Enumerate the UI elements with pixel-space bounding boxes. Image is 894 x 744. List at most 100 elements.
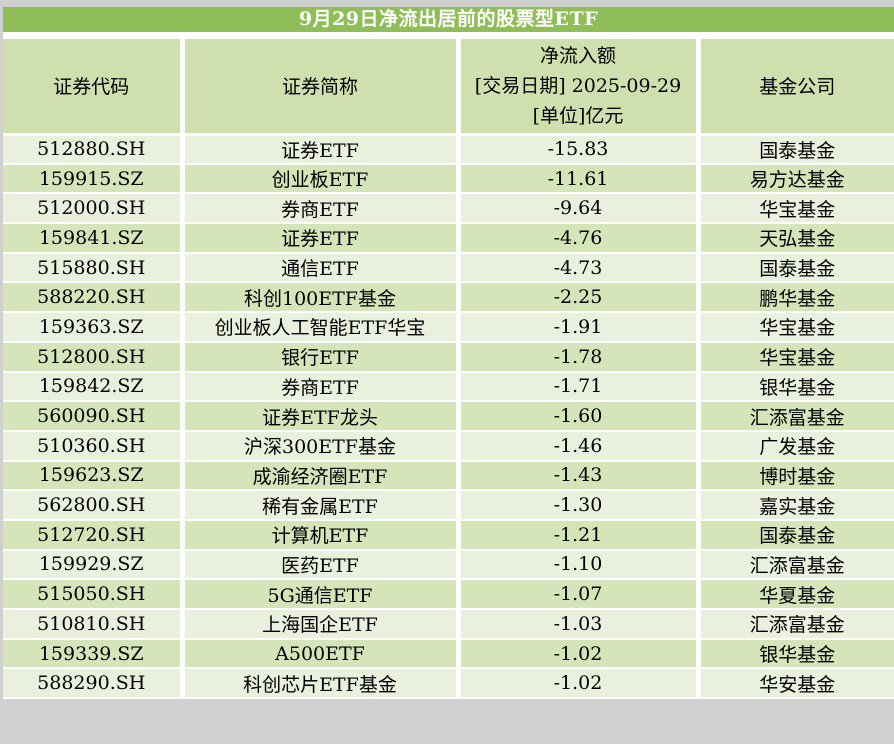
header-net-flow-line3: [单位]亿元 <box>532 104 624 127</box>
cell-security-name: 计算机ETF <box>182 519 461 551</box>
table-body: 512880.SH 证券ETF -15.83 国泰基金 159915.SZ 创业… <box>3 134 894 700</box>
header-security-name: 证券简称 <box>182 39 461 136</box>
header-net-flow-line1: 净流入额 <box>539 44 616 67</box>
table-row: 588290.SH 科创芯片ETF基金 -1.02 华安基金 <box>3 668 894 700</box>
cell-net-flow: -1.02 <box>458 638 701 670</box>
cell-net-flow: -1.07 <box>458 579 701 610</box>
cell-security-code: 159339.SZ <box>3 638 185 670</box>
cell-security-name: 银行ETF <box>182 341 461 373</box>
cell-security-name: 创业板人工智能ETF华宝 <box>182 312 461 343</box>
cell-fund-company: 博时基金 <box>698 460 894 492</box>
cell-net-flow: -1.02 <box>458 668 701 700</box>
cell-security-name: 创业板ETF <box>182 163 461 195</box>
cell-security-name: 上海国企ETF <box>182 609 461 640</box>
table-row: 562800.SH 稀有金属ETF -1.30 嘉实基金 <box>3 490 894 521</box>
cell-security-code: 588220.SH <box>3 282 185 314</box>
cell-fund-company: 银华基金 <box>698 638 894 670</box>
table-row: 159842.SZ 券商ETF -1.71 银华基金 <box>3 371 894 403</box>
cell-security-code: 159915.SZ <box>3 163 185 195</box>
cell-security-name: 科创芯片ETF基金 <box>182 668 461 700</box>
table-row: 159915.SZ 创业板ETF -11.61 易方达基金 <box>3 163 894 195</box>
cell-security-name: 券商ETF <box>182 371 461 403</box>
cell-security-name: 证券ETF <box>182 134 461 165</box>
cell-fund-company: 鹏华基金 <box>698 282 894 314</box>
cell-security-code: 159842.SZ <box>3 371 185 403</box>
cell-net-flow: -1.91 <box>458 312 701 343</box>
cell-net-flow: -9.64 <box>458 193 701 225</box>
header-net-flow: 净流入额 [交易日期] 2025-09-29 [单位]亿元 <box>458 39 701 136</box>
cell-security-name: 券商ETF <box>182 193 461 225</box>
cell-fund-company: 华宝基金 <box>698 341 894 373</box>
title-divider <box>3 32 894 39</box>
cell-security-code: 562800.SH <box>3 490 185 521</box>
cell-fund-company: 国泰基金 <box>698 519 894 551</box>
table-row: 159363.SZ 创业板人工智能ETF华宝 -1.91 华宝基金 <box>3 312 894 343</box>
cell-fund-company: 华宝基金 <box>698 312 894 343</box>
table-row: 159929.SZ 医药ETF -1.10 汇添富基金 <box>3 549 894 581</box>
cell-fund-company: 国泰基金 <box>698 252 894 284</box>
cell-security-name: 证券ETF <box>182 223 461 254</box>
table-row: 515880.SH 通信ETF -4.73 国泰基金 <box>3 252 894 284</box>
cell-security-name: 5G通信ETF <box>182 579 461 610</box>
cell-security-code: 159363.SZ <box>3 312 185 343</box>
table-row: 159339.SZ A500ETF -1.02 银华基金 <box>3 638 894 670</box>
cell-security-code: 515880.SH <box>3 252 185 284</box>
cell-fund-company: 汇添富基金 <box>698 609 894 640</box>
cell-security-code: 512880.SH <box>3 134 185 165</box>
cell-net-flow: -11.61 <box>458 163 701 195</box>
header-fund-company: 基金公司 <box>698 39 894 136</box>
table-row: 560090.SH 证券ETF龙头 -1.60 汇添富基金 <box>3 401 894 432</box>
cell-net-flow: -4.73 <box>458 252 701 284</box>
cell-net-flow: -1.10 <box>458 549 701 581</box>
table-row: 512800.SH 银行ETF -1.78 华宝基金 <box>3 341 894 373</box>
cell-security-code: 515050.SH <box>3 579 185 610</box>
cell-security-name: A500ETF <box>182 638 461 670</box>
table-row: 159841.SZ 证券ETF -4.76 天弘基金 <box>3 223 894 254</box>
cell-security-code: 512000.SH <box>3 193 185 225</box>
cell-security-name: 医药ETF <box>182 549 461 581</box>
cell-net-flow: -1.78 <box>458 341 701 373</box>
cell-security-name: 通信ETF <box>182 252 461 284</box>
cell-security-name: 科创100ETF基金 <box>182 282 461 314</box>
cell-fund-company: 广发基金 <box>698 430 894 462</box>
table-row: 512720.SH 计算机ETF -1.21 国泰基金 <box>3 519 894 551</box>
cell-fund-company: 汇添富基金 <box>698 401 894 432</box>
cell-fund-company: 嘉实基金 <box>698 490 894 521</box>
cell-security-code: 510810.SH <box>3 609 185 640</box>
cell-net-flow: -1.43 <box>458 460 701 492</box>
table-row: 159623.SZ 成渝经济圈ETF -1.43 博时基金 <box>3 460 894 492</box>
header-net-flow-line2: [交易日期] 2025-09-29 <box>474 74 682 97</box>
table-row: 512000.SH 券商ETF -9.64 华宝基金 <box>3 193 894 225</box>
table-row: 510360.SH 沪深300ETF基金 -1.46 广发基金 <box>3 430 894 462</box>
table-row: 512880.SH 证券ETF -15.83 国泰基金 <box>3 134 894 165</box>
table-row: 588220.SH 科创100ETF基金 -2.25 鹏华基金 <box>3 282 894 314</box>
table-header: 证券代码 证券简称 净流入额 [交易日期] 2025-09-29 [单位]亿元 … <box>3 39 894 136</box>
cell-fund-company: 汇添富基金 <box>698 549 894 581</box>
cell-fund-company: 银华基金 <box>698 371 894 403</box>
cell-fund-company: 华安基金 <box>698 668 894 700</box>
cell-fund-company: 国泰基金 <box>698 134 894 165</box>
cell-fund-company: 天弘基金 <box>698 223 894 254</box>
cell-net-flow: -1.21 <box>458 519 701 551</box>
cell-security-name: 证券ETF龙头 <box>182 401 461 432</box>
cell-security-code: 510360.SH <box>3 430 185 462</box>
table-row: 515050.SH 5G通信ETF -1.07 华夏基金 <box>3 579 894 610</box>
cell-security-name: 成渝经济圈ETF <box>182 460 461 492</box>
cell-security-code: 560090.SH <box>3 401 185 432</box>
cell-security-name: 稀有金属ETF <box>182 490 461 521</box>
cell-net-flow: -15.83 <box>458 134 701 165</box>
etf-table-image: 9月29日净流出居前的股票型ETF 证券代码 证券简称 净流入额 [交易日期] … <box>3 7 894 700</box>
cell-security-code: 512720.SH <box>3 519 185 551</box>
cell-net-flow: -4.76 <box>458 223 701 254</box>
cell-security-code: 159841.SZ <box>3 223 185 254</box>
cell-net-flow: -2.25 <box>458 282 701 314</box>
cell-security-code: 159929.SZ <box>3 549 185 581</box>
cell-fund-company: 华宝基金 <box>698 193 894 225</box>
table-row: 510810.SH 上海国企ETF -1.03 汇添富基金 <box>3 609 894 640</box>
table-title: 9月29日净流出居前的股票型ETF <box>3 7 894 32</box>
cell-net-flow: -1.30 <box>458 490 701 521</box>
cell-net-flow: -1.71 <box>458 371 701 403</box>
cell-net-flow: -1.03 <box>458 609 701 640</box>
cell-fund-company: 华夏基金 <box>698 579 894 610</box>
cell-security-code: 512800.SH <box>3 341 185 373</box>
